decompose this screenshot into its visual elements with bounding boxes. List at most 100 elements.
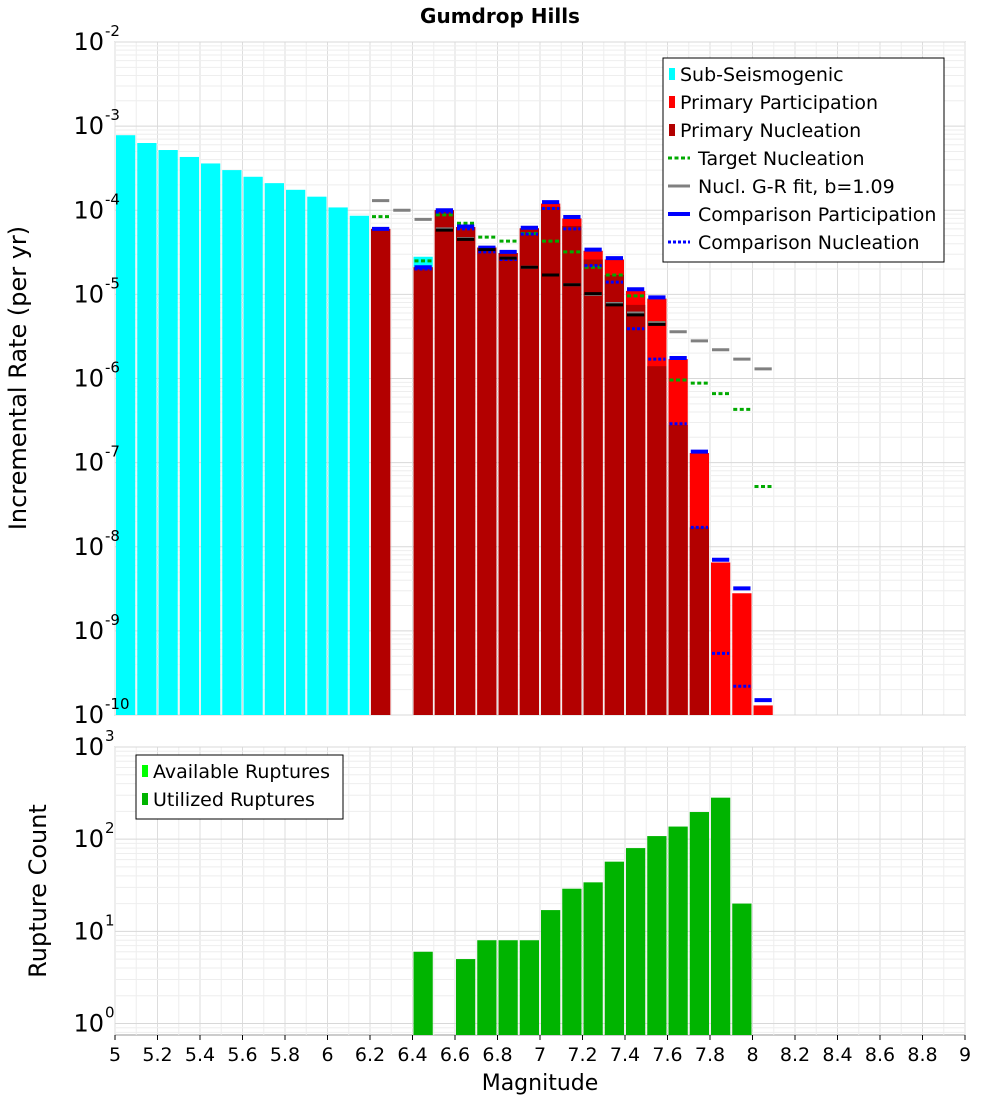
top-y-tick-label: 10 (73, 28, 104, 56)
sub-seismogenic-bar (201, 163, 221, 715)
sub-seismogenic-bar (307, 196, 327, 715)
top-y-tick-label: 10 (73, 449, 104, 477)
primary-nucleation-bar (519, 228, 539, 715)
sub-seismogenic-bar (158, 150, 178, 715)
top-y-tick-label: 10 (73, 701, 104, 729)
utilized-ruptures-bar (477, 940, 497, 1035)
primary-nucleation-bar (689, 527, 709, 715)
top-legend: Sub-Seismogenic Primary Participation Prim… (662, 57, 945, 263)
utilized-ruptures-bar (732, 903, 752, 1035)
x-tick-label: 8.4 (822, 1044, 852, 1066)
primary-nucleation-bar (668, 425, 688, 715)
comparison-participation-legend-label: Comparison Participation (698, 204, 936, 226)
sub-seismogenic-bar (137, 143, 157, 715)
primary-nucleation-bar (456, 227, 476, 715)
primary-nucleation-bar (434, 210, 454, 715)
available-ruptures-legend-swatch (142, 765, 148, 777)
bottom-x-ticks: 5 5.2 5.4 5.6 5.8 6 6.2 6.4 6.6 6.8 7 7.2 7.4 7.6 7.8 8… (109, 1035, 971, 1066)
utilized-ruptures-legend-swatch (142, 793, 148, 805)
x-tick-label: 5.4 (185, 1044, 215, 1066)
utilized-ruptures-bar (604, 861, 624, 1035)
top-y-ticks: 10-210-310-410-510-610-710-810-910-10 (73, 22, 129, 729)
x-tick-label: 8.2 (780, 1044, 810, 1066)
sub-seismogenic-bar (264, 183, 284, 715)
nucl-g-r-fit-b-1-09-legend-label: Nucl. G-R fit, b=1.09 (698, 176, 895, 198)
x-tick-label: 5.2 (142, 1044, 172, 1066)
utilized-ruptures-legend-label: Utilized Ruptures (153, 789, 315, 811)
primary-nucleation-bar (562, 225, 582, 716)
x-axis-label: Magnitude (482, 1071, 599, 1096)
top-y-tick-exponent: -4 (105, 190, 120, 208)
primary-nucleation-bar (604, 274, 624, 715)
bottom-y-tick-exponent: 3 (105, 727, 115, 745)
sub-seismogenic-legend-swatch (669, 68, 675, 80)
primary-nucleation-bar (413, 267, 433, 715)
x-tick-label: 8 (746, 1044, 758, 1066)
utilized-ruptures-bar (541, 910, 561, 1035)
utilized-ruptures-bar (626, 848, 646, 1035)
primary-participation-bar (711, 562, 731, 715)
x-tick-label: 7.2 (567, 1044, 597, 1066)
x-tick-label: 7 (534, 1044, 546, 1066)
x-tick-label: 6.8 (482, 1044, 512, 1066)
utilized-ruptures-bar (413, 951, 433, 1035)
top-y-tick-label: 10 (73, 196, 104, 224)
sub-seismogenic-bar (222, 170, 242, 715)
top-plot: 10-210-310-410-510-610-710-810-910-10 In… (4, 22, 966, 729)
bottom-y-tick-label: 10 (73, 825, 104, 853)
x-tick-label: 5 (109, 1044, 121, 1066)
top-y-tick-label: 10 (73, 112, 104, 140)
legend-box (135, 754, 344, 820)
x-tick-label: 8.8 (907, 1044, 937, 1066)
x-tick-label: 7.8 (695, 1044, 725, 1066)
utilized-ruptures-bar (647, 836, 667, 1035)
primary-participation-legend-label: Primary Participation (680, 92, 878, 114)
primary-participation-bar (732, 593, 752, 715)
bottom-y-tick-label: 10 (73, 1009, 104, 1037)
primary-nucleation-bar (626, 304, 646, 715)
x-tick-label: 5.6 (227, 1044, 257, 1066)
bottom-y-axis-label: Rupture Count (24, 804, 52, 978)
sub-seismogenic-bar (116, 135, 136, 716)
utilized-ruptures-bar (456, 959, 476, 1035)
bottom-y-tick-exponent: 0 (105, 1003, 115, 1021)
sub-seismogenic-legend-label: Sub-Seismogenic (680, 64, 844, 86)
top-y-tick-label: 10 (73, 533, 104, 561)
bottom-y-tick-label: 10 (73, 917, 104, 945)
primary-nucleation-bar (583, 259, 603, 715)
top-y-tick-label: 10 (73, 617, 104, 645)
x-tick-label: 9 (959, 1044, 971, 1066)
primary-nucleation-bar (541, 206, 561, 716)
top-y-tick-exponent: -10 (105, 695, 130, 713)
sub-seismogenic-bar (243, 176, 263, 715)
x-tick-label: 5.8 (270, 1044, 300, 1066)
target-nucleation-legend-label: Target Nucleation (697, 148, 865, 170)
top-y-tick-exponent: -3 (105, 106, 120, 124)
top-y-tick-exponent: -8 (105, 527, 120, 545)
sub-seismogenic-bar (349, 215, 369, 715)
top-y-tick-exponent: -2 (105, 22, 120, 40)
x-tick-label: 7.6 (652, 1044, 682, 1066)
primary-nucleation-legend-label: Primary Nucleation (680, 120, 861, 142)
x-tick-label: 7.4 (610, 1044, 640, 1066)
x-tick-label: 8.6 (865, 1044, 895, 1066)
top-y-tick-label: 10 (73, 365, 104, 393)
x-tick-label: 6.6 (440, 1044, 470, 1066)
bottom-y-tick-exponent: 1 (105, 911, 115, 929)
utilized-ruptures-bar (668, 826, 688, 1035)
top-y-tick-label: 10 (73, 280, 104, 308)
x-tick-label: 6.4 (397, 1044, 427, 1066)
primary-nucleation-bar (477, 247, 497, 715)
top-marks (116, 135, 773, 716)
comparison-nucleation-legend-label: Comparison Nucleation (698, 232, 920, 254)
primary-participation-legend-swatch (669, 96, 675, 108)
sub-seismogenic-bar (286, 189, 306, 715)
top-y-tick-exponent: -9 (105, 611, 120, 629)
sub-seismogenic-bar (328, 207, 348, 715)
utilized-ruptures-bar (498, 940, 518, 1035)
bottom-y-tick-exponent: 2 (105, 819, 115, 837)
available-ruptures-legend-label: Available Ruptures (153, 761, 330, 783)
